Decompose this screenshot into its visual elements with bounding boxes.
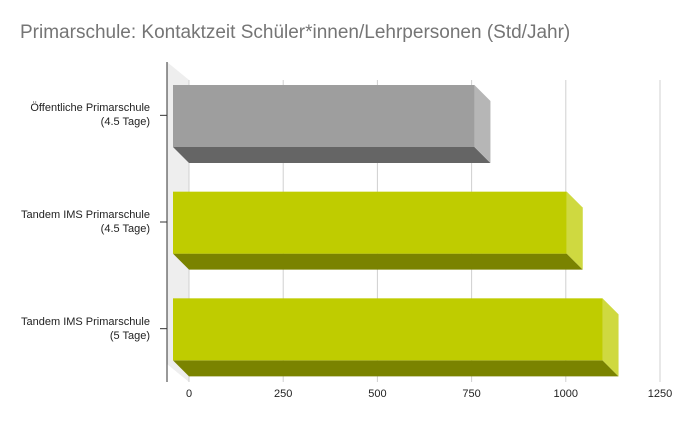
bar-bottom (173, 147, 491, 163)
x-tick-label: 500 (368, 388, 386, 400)
x-tick-label: 1250 (648, 388, 672, 400)
y-tick-label: Tandem IMS Primarschule (5 Tage) (21, 315, 150, 342)
bar (173, 298, 603, 361)
x-tick-label: 1000 (554, 388, 578, 400)
bar-side (602, 298, 619, 377)
bar-bottom (173, 360, 619, 377)
x-tick-label: 0 (186, 388, 192, 400)
y-tick-label: Öffentliche Primarschule (4.5 Tage) (30, 102, 150, 129)
bar-side (474, 85, 491, 163)
x-tick-label: 250 (274, 388, 292, 400)
bar (173, 191, 567, 254)
x-tick-label: 750 (462, 388, 480, 400)
bar-side (566, 191, 583, 270)
chart-title: Primarschule: Kontaktzeit Schüler*innen/… (20, 22, 570, 43)
bar (173, 85, 475, 147)
y-tick-label: Tandem IMS Primarschule (4.5 Tage) (21, 209, 150, 235)
bar-bottom (173, 253, 583, 270)
